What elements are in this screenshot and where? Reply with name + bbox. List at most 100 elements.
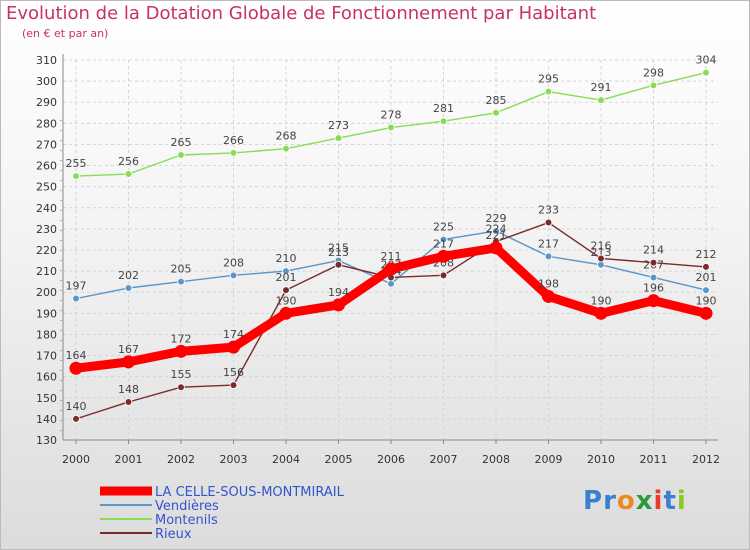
data-label: 256: [118, 155, 139, 168]
legend: LA CELLE-SOUS-MONTMIRAILVendièresMonteni…: [100, 485, 345, 542]
data-point: [177, 151, 185, 159]
data-label: 215: [328, 242, 349, 255]
data-label: 266: [223, 134, 244, 147]
data-point: [702, 286, 710, 294]
data-label: 211: [381, 250, 402, 263]
data-point: [122, 355, 135, 369]
legend-label: Montenils: [155, 513, 218, 528]
data-point: [544, 252, 553, 261]
data-label: 172: [171, 332, 192, 345]
data-point: [384, 262, 398, 276]
data-point: [649, 81, 658, 90]
data-label: 174: [223, 328, 244, 341]
data-point: [72, 172, 80, 180]
data-point: [439, 271, 448, 280]
data-point: [702, 68, 710, 77]
legend-label: Rieux: [155, 527, 192, 542]
logo-letter: t: [663, 486, 677, 516]
data-label: 148: [118, 383, 139, 396]
data-label: 255: [66, 157, 87, 170]
y-tick-label: 140: [36, 413, 57, 426]
data-point: [387, 123, 395, 132]
data-point: [597, 96, 605, 104]
logo-letter: x: [635, 486, 654, 516]
data-label: 291: [591, 81, 612, 94]
data-label: 281: [433, 102, 454, 115]
data-label: 295: [538, 73, 559, 86]
data-label: 164: [66, 349, 87, 362]
chart-subtitle: (en € et par an): [22, 27, 109, 40]
y-tick-label: 270: [36, 138, 57, 151]
x-tick-label: 2000: [62, 453, 90, 466]
data-label: 198: [538, 277, 559, 290]
data-label: 268: [276, 130, 297, 143]
data-label: 190: [591, 294, 612, 307]
data-label: 190: [696, 294, 717, 307]
data-point: [229, 271, 238, 280]
legend-label: Vendières: [155, 499, 219, 514]
data-point: [492, 108, 500, 117]
data-label: 208: [223, 256, 244, 269]
y-tick-label: 300: [36, 75, 57, 88]
data-label: 196: [643, 282, 664, 295]
data-point: [597, 254, 605, 263]
x-tick-label: 2002: [167, 453, 195, 466]
data-label: 278: [381, 109, 402, 122]
data-label: 190: [276, 294, 297, 307]
y-tick-label: 180: [36, 328, 57, 341]
data-label: 217: [433, 237, 454, 250]
x-tick-label: 2012: [692, 453, 720, 466]
data-point: [124, 284, 133, 292]
data-point: [649, 273, 658, 282]
data-label: 156: [223, 366, 244, 379]
data-label: 212: [696, 248, 717, 261]
data-label: 167: [118, 343, 139, 356]
logo-letter: r: [603, 486, 617, 516]
proxiti-logo: Proxiti: [583, 486, 687, 516]
data-label: 210: [276, 252, 297, 265]
data-point: [544, 218, 553, 227]
y-tick-label: 240: [36, 202, 57, 215]
data-label: 201: [276, 271, 297, 284]
data-point: [282, 286, 290, 294]
x-tick-label: 2008: [482, 453, 510, 466]
data-point: [544, 87, 553, 96]
x-tick-label: 2006: [377, 453, 405, 466]
data-point: [699, 306, 713, 320]
data-point: [282, 144, 290, 153]
data-point: [542, 289, 555, 303]
series-layer: 1972022052082102152042252292172132072011…: [66, 54, 717, 423]
y-tick-label: 150: [36, 392, 57, 405]
data-label: 273: [328, 119, 349, 132]
data-label: 140: [66, 400, 87, 413]
data-point: [124, 170, 133, 178]
y-tick-label: 160: [36, 371, 57, 384]
data-point: [439, 117, 448, 126]
data-point: [594, 306, 608, 320]
x-tick-label: 2005: [325, 453, 353, 466]
data-label: 194: [328, 286, 349, 299]
data-label: 197: [66, 280, 87, 293]
data-point: [229, 149, 238, 157]
y-tick-label: 210: [36, 265, 57, 278]
data-label: 213: [328, 246, 349, 259]
data-point: [597, 260, 605, 269]
y-tick-label: 130: [36, 434, 57, 447]
series-la-celle-sous-montmirail: 164 167 172 174 190 194 211 217 221 198 190 196 190: [66, 229, 717, 375]
data-label: 202: [118, 269, 139, 282]
y-tick-label: 310: [36, 54, 57, 67]
legend-label: LA CELLE-SOUS-MONTMIRAIL: [155, 485, 345, 500]
data-point: [124, 398, 133, 406]
data-label: 233: [538, 204, 559, 217]
data-label: 265: [171, 136, 192, 149]
x-tick-label: 2004: [272, 453, 300, 466]
logo-letter: o: [616, 486, 636, 516]
data-point: [332, 298, 345, 312]
series-montenils: 255 256 265 266 268 273 278 281 285 295 291 298 304: [66, 54, 717, 180]
x-tick-label: 2010: [587, 453, 615, 466]
data-label: 285: [486, 94, 507, 107]
data-point: [229, 381, 238, 389]
data-point: [649, 258, 658, 267]
data-label: 205: [171, 263, 192, 276]
